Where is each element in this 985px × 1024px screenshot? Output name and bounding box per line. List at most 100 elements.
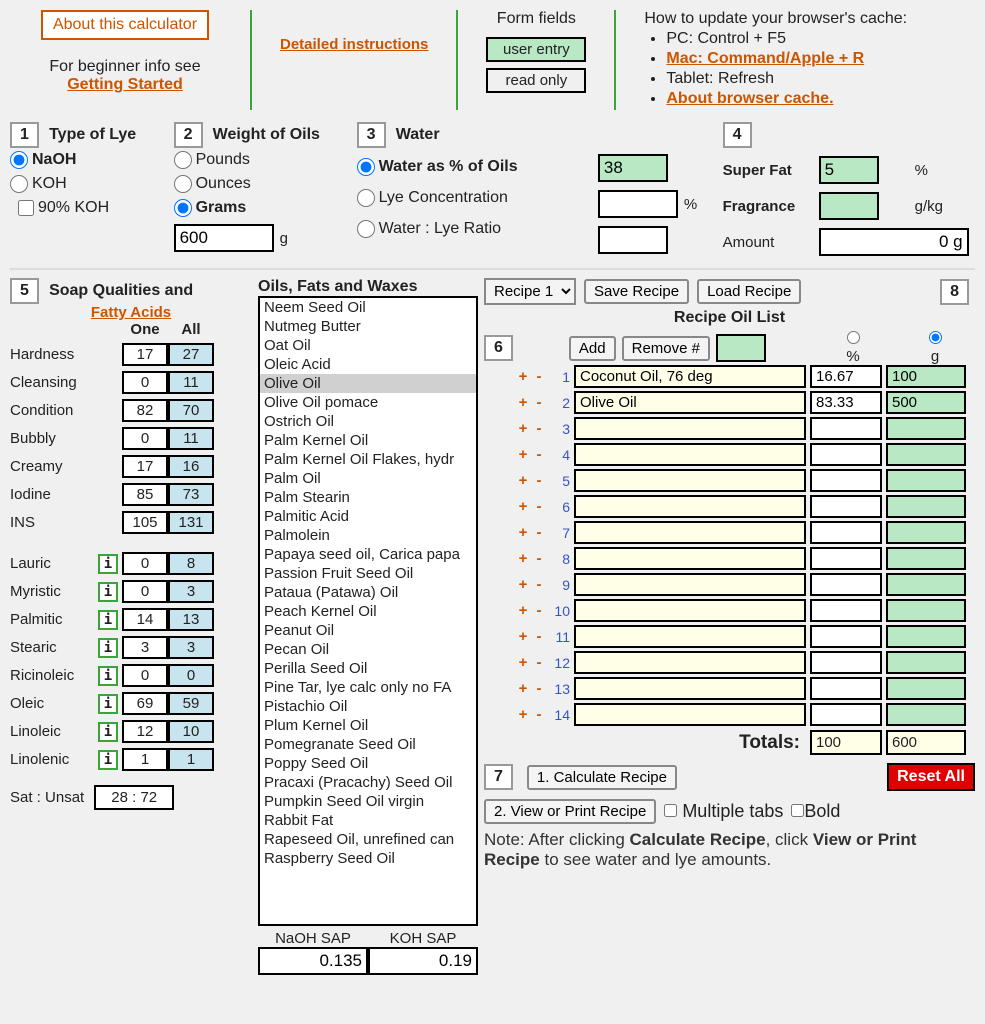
water-ratio-radio[interactable] (357, 220, 375, 238)
recipe-oil-input[interactable] (574, 391, 806, 414)
weight-value-input[interactable] (174, 224, 274, 252)
recipe-g-input[interactable] (886, 495, 966, 518)
row-add-icon[interactable]: + (516, 446, 530, 463)
oil-list-item[interactable]: Pomegranate Seed Oil (260, 735, 476, 754)
row-remove-icon[interactable]: - (534, 446, 544, 463)
info-icon[interactable]: i (98, 722, 118, 742)
water-ratio-input[interactable] (598, 226, 668, 254)
row-remove-icon[interactable]: - (534, 576, 544, 593)
add-button[interactable]: Add (569, 336, 616, 361)
info-icon[interactable]: i (98, 750, 118, 770)
recipe-oil-input[interactable] (574, 573, 806, 596)
recipe-oil-input[interactable] (574, 677, 806, 700)
recipe-pct-input[interactable] (810, 443, 882, 466)
oil-list-item[interactable]: Poppy Seed Oil (260, 754, 476, 773)
getting-started-link[interactable]: Getting Started (67, 76, 183, 93)
row-add-icon[interactable]: + (516, 680, 530, 697)
lye-koh-radio[interactable] (10, 175, 28, 193)
recipe-g-input[interactable] (886, 625, 966, 648)
oil-list-item[interactable]: Olive Oil pomace (260, 393, 476, 412)
save-recipe-button[interactable]: Save Recipe (584, 279, 689, 304)
oil-list-item[interactable]: Pracaxi (Pracachy) Seed Oil (260, 773, 476, 792)
recipe-pct-input[interactable] (810, 651, 882, 674)
recipe-pct-input[interactable] (810, 703, 882, 726)
oils-listbox[interactable]: Neem Seed OilNutmeg ButterOat OilOleic A… (258, 296, 478, 926)
fragrance-input[interactable] (819, 192, 879, 220)
weight-grams-radio[interactable] (174, 199, 192, 217)
load-recipe-button[interactable]: Load Recipe (697, 279, 801, 304)
detailed-instructions-link[interactable]: Detailed instructions (280, 36, 428, 53)
recipe-pct-input[interactable] (810, 625, 882, 648)
row-remove-icon[interactable]: - (534, 368, 544, 385)
oil-list-item[interactable]: Pataua (Patawa) Oil (260, 583, 476, 602)
oil-list-item[interactable]: Palmitic Acid (260, 507, 476, 526)
recipe-g-input[interactable] (886, 365, 966, 388)
oil-list-item[interactable]: Palm Oil (260, 469, 476, 488)
oil-list-item[interactable]: Passion Fruit Seed Oil (260, 564, 476, 583)
row-add-icon[interactable]: + (516, 368, 530, 385)
row-remove-icon[interactable]: - (534, 550, 544, 567)
recipe-pct-input[interactable] (810, 391, 882, 414)
row-add-icon[interactable]: + (516, 706, 530, 723)
recipe-g-input[interactable] (886, 417, 966, 440)
recipe-g-input[interactable] (886, 703, 966, 726)
oil-list-item[interactable]: Perilla Seed Oil (260, 659, 476, 678)
oil-list-item[interactable]: Papaya seed oil, Carica papa (260, 545, 476, 564)
water-conc-radio[interactable] (357, 189, 375, 207)
remove-button[interactable]: Remove # (622, 336, 710, 361)
reset-all-button[interactable]: Reset All (887, 763, 975, 791)
fatty-acids-link[interactable]: Fatty Acids (91, 304, 171, 321)
recipe-g-input[interactable] (886, 521, 966, 544)
info-icon[interactable]: i (98, 610, 118, 630)
super-fat-input[interactable] (819, 156, 879, 184)
row-remove-icon[interactable]: - (534, 680, 544, 697)
row-add-icon[interactable]: + (516, 602, 530, 619)
lye-naoh-radio[interactable] (10, 151, 28, 169)
weight-ounces-radio[interactable] (174, 175, 192, 193)
recipe-oil-input[interactable] (574, 469, 806, 492)
recipe-g-input[interactable] (886, 677, 966, 700)
row-remove-icon[interactable]: - (534, 394, 544, 411)
row-add-icon[interactable]: + (516, 394, 530, 411)
cache-item-about-link[interactable]: About browser cache. (666, 90, 833, 107)
oil-list-item[interactable]: Neem Seed Oil (260, 298, 476, 317)
recipe-pct-input[interactable] (810, 547, 882, 570)
naoh-sap-input[interactable] (258, 947, 368, 975)
row-remove-icon[interactable]: - (534, 654, 544, 671)
oil-list-item[interactable]: Pistachio Oil (260, 697, 476, 716)
oil-list-item[interactable]: Nutmeg Butter (260, 317, 476, 336)
amount-input[interactable] (819, 228, 969, 256)
oil-list-item[interactable]: Oat Oil (260, 336, 476, 355)
row-add-icon[interactable]: + (516, 628, 530, 645)
recipe-g-input[interactable] (886, 573, 966, 596)
recipe-g-input[interactable] (886, 651, 966, 674)
recipe-oil-input[interactable] (574, 625, 806, 648)
oil-list-item[interactable]: Palm Kernel Oil Flakes, hydr (260, 450, 476, 469)
row-remove-icon[interactable]: - (534, 602, 544, 619)
recipe-oil-input[interactable] (574, 365, 806, 388)
recipe-pct-input[interactable] (810, 573, 882, 596)
row-add-icon[interactable]: + (516, 524, 530, 541)
row-add-icon[interactable]: + (516, 420, 530, 437)
g-column-radio[interactable] (929, 331, 942, 344)
row-add-icon[interactable]: + (516, 654, 530, 671)
row-remove-icon[interactable]: - (534, 498, 544, 515)
oil-list-item[interactable]: Olive Oil (260, 374, 476, 393)
info-icon[interactable]: i (98, 638, 118, 658)
row-add-icon[interactable]: + (516, 576, 530, 593)
calculate-recipe-button[interactable]: 1. Calculate Recipe (527, 765, 677, 790)
remove-number-input[interactable] (716, 334, 766, 362)
oil-list-item[interactable]: Rabbit Fat (260, 811, 476, 830)
recipe-pct-input[interactable] (810, 365, 882, 388)
water-conc-input[interactable] (598, 190, 678, 218)
recipe-g-input[interactable] (886, 599, 966, 622)
oil-list-item[interactable]: Peach Kernel Oil (260, 602, 476, 621)
oil-list-item[interactable]: Palm Kernel Oil (260, 431, 476, 450)
oil-list-item[interactable]: Palmolein (260, 526, 476, 545)
info-icon[interactable]: i (98, 694, 118, 714)
recipe-oil-input[interactable] (574, 521, 806, 544)
info-icon[interactable]: i (98, 554, 118, 574)
row-add-icon[interactable]: + (516, 472, 530, 489)
recipe-g-input[interactable] (886, 443, 966, 466)
oil-list-item[interactable]: Pine Tar, lye calc only no FA (260, 678, 476, 697)
